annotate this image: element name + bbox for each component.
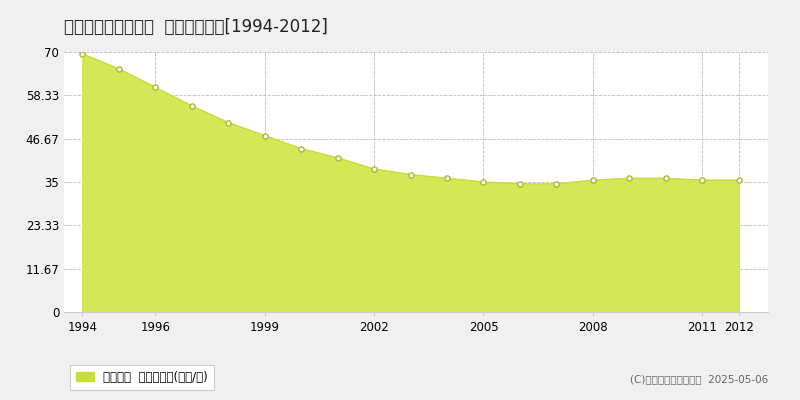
Point [441, 175, 454, 182]
Point [294, 145, 307, 152]
Point [586, 177, 599, 183]
Point [514, 181, 526, 187]
Point [733, 177, 746, 183]
Point [659, 175, 672, 182]
Text: (C)土地価格ドットコム  2025-05-06: (C)土地価格ドットコム 2025-05-06 [630, 374, 768, 384]
Point [76, 51, 89, 57]
Point [368, 166, 381, 172]
Point [623, 175, 636, 182]
Point [112, 66, 125, 72]
Legend: 公示地価  平均坪単価(万円/坪): 公示地価 平均坪単価(万円/坪) [70, 365, 214, 390]
Point [696, 177, 709, 183]
Point [404, 171, 417, 178]
Point [477, 179, 490, 185]
Point [258, 132, 271, 139]
Point [149, 84, 162, 90]
Point [222, 119, 234, 126]
Point [331, 155, 344, 161]
Point [550, 181, 563, 187]
Text: 仙台市若林区石垣町  公示地価推移[1994-2012]: 仙台市若林区石垣町 公示地価推移[1994-2012] [64, 18, 328, 36]
Point [186, 103, 198, 109]
